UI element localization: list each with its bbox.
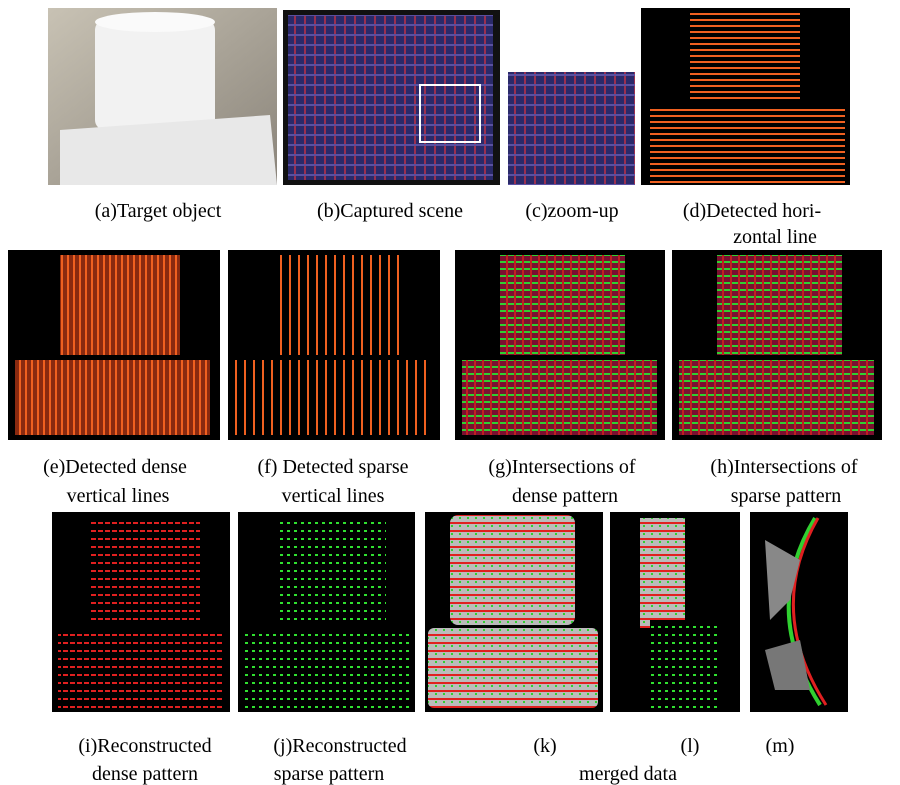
- caption: dense pattern: [512, 485, 618, 507]
- caption: (k): [533, 735, 556, 757]
- panel-g-image: [455, 250, 665, 440]
- caption: (l): [681, 735, 700, 757]
- panel-i-image: [52, 512, 230, 712]
- caption: (d)Detected hori-: [683, 200, 821, 222]
- caption: vertical lines: [282, 485, 385, 507]
- caption: sparse pattern: [274, 763, 385, 785]
- panel-l-image: [610, 512, 740, 712]
- panel-j-image: [238, 512, 415, 712]
- caption: sparse pattern: [731, 485, 842, 507]
- caption: (f) Detected sparse: [257, 456, 408, 478]
- caption: (c)zoom-up: [525, 200, 618, 222]
- panel-m-image: [750, 512, 848, 712]
- caption: (b)Captured scene: [317, 200, 463, 222]
- panel-c-image: [508, 72, 635, 185]
- caption: (m): [766, 735, 795, 757]
- caption: dense pattern: [92, 763, 198, 785]
- panel-d-image: [641, 8, 850, 185]
- caption: (g)Intersections of: [488, 456, 636, 478]
- group-caption: merged data: [579, 763, 677, 785]
- figure: (a)Target object (b)Captured scene (c)zo…: [0, 0, 900, 785]
- panel-b-image: [283, 10, 500, 185]
- panel-a-image: [48, 8, 277, 185]
- panel-f-image: [228, 250, 440, 440]
- caption: (e)Detected dense: [43, 456, 187, 478]
- caption: (h)Intersections of: [710, 456, 858, 478]
- panel-h-image: [672, 250, 882, 440]
- caption: zontal line: [733, 226, 817, 248]
- caption: (a)Target object: [95, 200, 222, 222]
- panel-k-image: [425, 512, 603, 712]
- caption: vertical lines: [67, 485, 170, 507]
- caption: (i)Reconstructed: [78, 735, 211, 757]
- caption: (j)Reconstructed: [273, 735, 406, 757]
- panel-e-image: [8, 250, 220, 440]
